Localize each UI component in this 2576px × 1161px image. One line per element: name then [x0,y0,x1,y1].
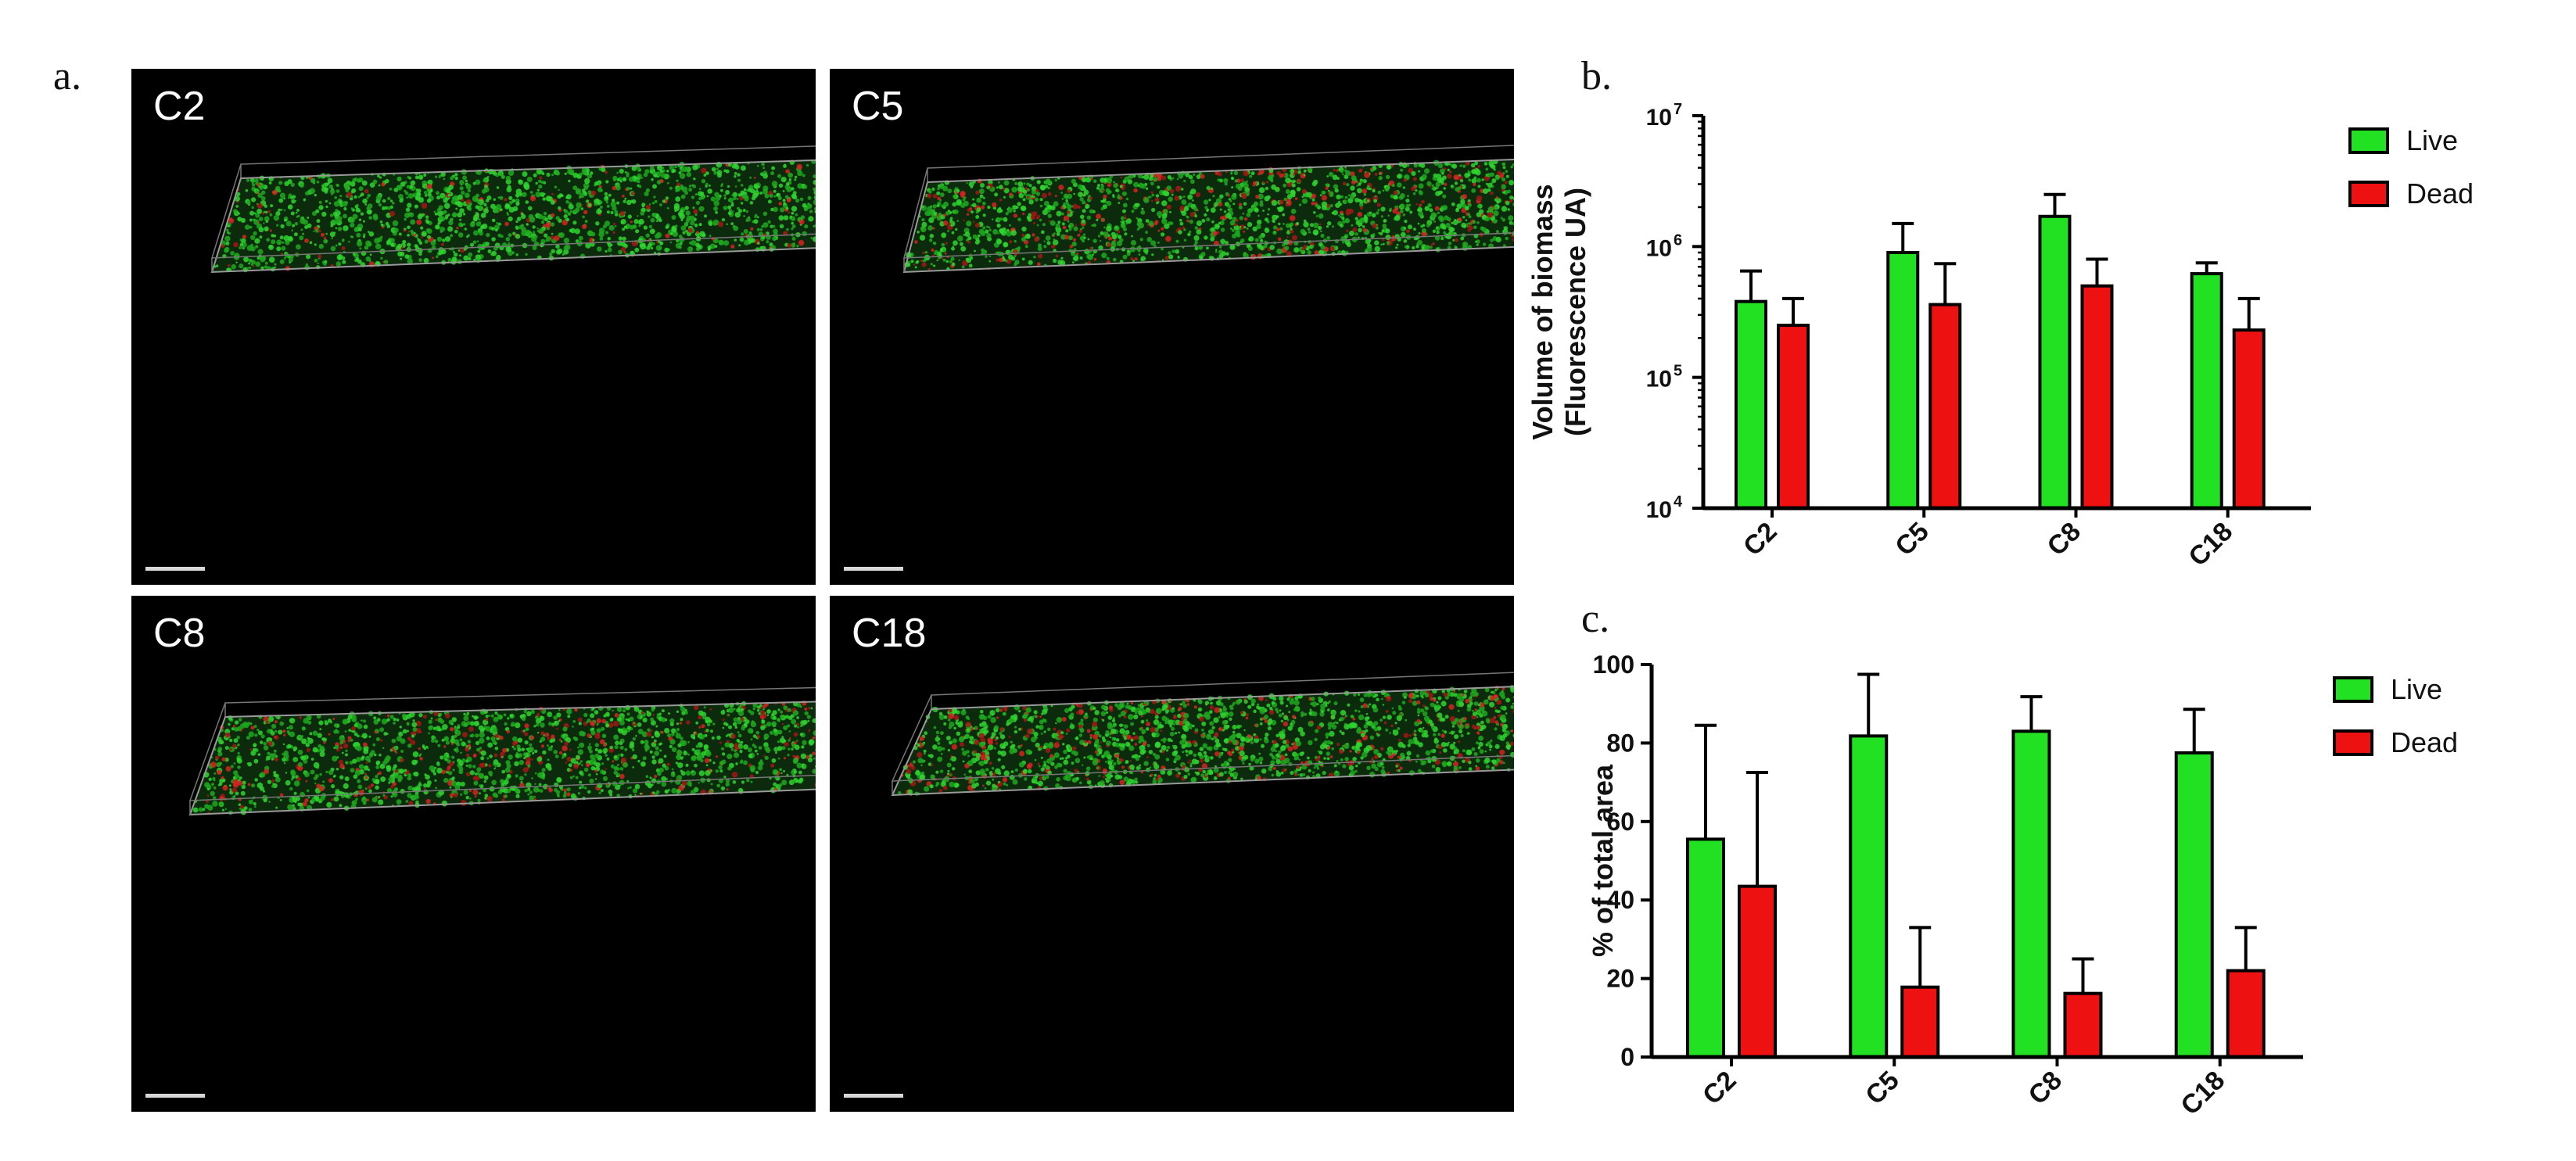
legend-swatch-dead [2333,729,2373,756]
micrograph-c2-render [210,145,816,274]
biofilm-texture [892,685,1514,797]
y-axis-title: (Fluorescence UA) [1559,188,1591,436]
scale-bar [145,567,205,571]
y-tick-label: 10 [1646,367,1672,392]
x-tick-label-c2: C2 [1697,1066,1742,1111]
y-tick-exponent: 4 [1674,493,1683,511]
y-tick-label: 60 [1606,808,1634,836]
bar-dead-c8 [2063,991,2103,1059]
legend-swatch-live [2333,676,2373,703]
bar-live-c8 [2011,729,2051,1059]
y-tick-label: 0 [1620,1043,1634,1071]
bounding-box-top [210,145,816,259]
legend-label-dead: Dead [2406,177,2474,210]
x-tick-label-c2: C2 [1738,517,1783,562]
bar-dead-c18 [2232,328,2266,510]
bounding-box-outline [188,701,816,816]
biofilm-texture [192,701,816,815]
bounding-box-top [903,145,1514,259]
bar-live-c18 [2190,272,2223,510]
bar-dead-c5 [1928,303,1962,510]
legend-swatch-live [2348,127,2389,154]
x-tick-label-c18: C18 [2175,1066,2230,1121]
bounding-box-top [891,672,1514,782]
micrograph-label-c2: C2 [153,84,206,129]
legend-label-live: Live [2391,673,2442,705]
micrograph-c8-render [188,686,816,816]
micrograph-c5-render [902,145,1514,274]
micrograph-label-c5: C5 [852,84,904,129]
y-axis-title: % of total area [1587,764,1619,957]
x-tick-label-c18: C18 [2183,517,2238,572]
micrograph-label-c18: C18 [852,611,927,656]
biofilm-texture [213,159,816,273]
legend-label-dead: Dead [2391,726,2458,758]
panel-label-c: c. [1581,597,1610,641]
y-tick-label: 80 [1606,729,1634,757]
bar-live-c8 [2038,214,2072,510]
bar-live-c18 [2174,751,2214,1059]
bounding-box-outline [891,686,1514,797]
scale-bar [145,1094,205,1098]
panel-label-b: b. [1581,54,1612,99]
x-tick-label-c5: C5 [1860,1066,1905,1111]
x-tick-label-c5: C5 [1889,517,1935,562]
bounding-box-outline [210,159,816,274]
y-tick-label: 40 [1606,886,1634,914]
y-tick-label: 10 [1646,105,1672,131]
y-tick-exponent: 6 [1674,231,1682,249]
bar-live-c5 [1886,250,1920,510]
micrograph-c8: C8 [131,596,816,1112]
panel-label-a: a. [53,54,82,99]
bar-dead-c18 [2226,969,2266,1059]
legend-swatch-dead [2348,181,2389,207]
scale-bar [844,567,903,571]
micrograph-c5: C5 [830,69,1514,585]
biofilm-texture [904,159,1514,271]
legend-label-live: Live [2406,124,2458,156]
micrograph-c18: C18 [830,596,1514,1112]
bar-dead-c2 [1777,324,1810,510]
y-tick-label: 100 [1593,650,1634,679]
bounding-box-top [188,686,816,801]
micrograph-c2: C2 [131,69,816,585]
bar-live-c2 [1686,837,1725,1059]
bar-dead-c2 [1738,884,1777,1059]
bar-live-c2 [1735,299,1767,510]
bounding-box-outline [902,158,1514,274]
bar-dead-c5 [1900,985,1940,1059]
bar-live-c5 [1849,734,1889,1059]
x-tick-label-c8: C8 [2023,1066,2068,1111]
x-tick-label-c8: C8 [2042,517,2087,562]
bar-dead-c8 [2080,284,2114,510]
scale-bar [844,1094,903,1098]
y-tick-label: 10 [1646,235,1672,261]
y-tick-label: 10 [1646,497,1672,523]
y-tick-exponent: 5 [1674,363,1682,380]
y-tick-label: 20 [1606,965,1634,993]
micrograph-label-c8: C8 [153,611,206,656]
micrograph-c18-render [891,672,1514,797]
y-tick-exponent: 7 [1674,101,1682,118]
y-axis-title: Volume of biomass [1527,184,1559,439]
